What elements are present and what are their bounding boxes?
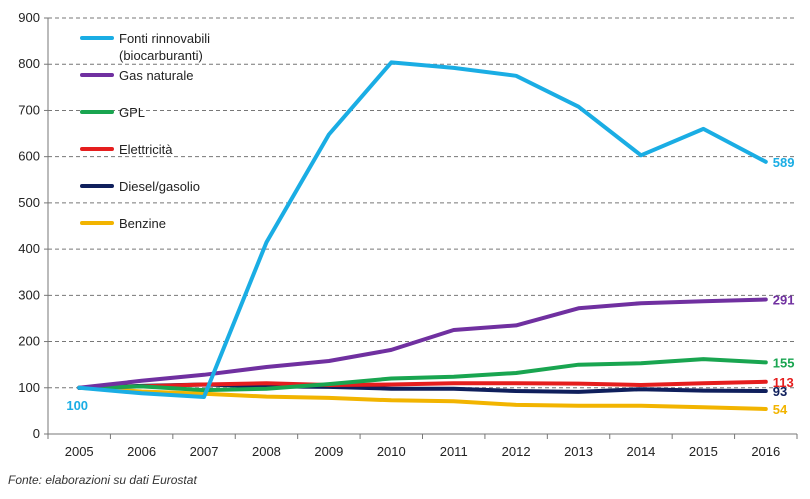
series-line bbox=[77, 379, 768, 390]
y-tick-label: 900 bbox=[18, 10, 40, 25]
y-tick-label: 800 bbox=[18, 56, 40, 71]
x-axis-ticks: 2005 2006 2007 2008 2009 2010 2011 2012 2013 2014… bbox=[47, 434, 798, 459]
x-tick-label: 2015 bbox=[689, 444, 718, 459]
y-tick-label: 400 bbox=[18, 241, 40, 256]
x-tick-label: 2008 bbox=[252, 444, 281, 459]
series-line bbox=[77, 60, 768, 399]
series-line bbox=[77, 385, 768, 411]
end-label: 589 bbox=[773, 155, 795, 170]
y-tick-label: 600 bbox=[18, 149, 40, 164]
x-tick-label: 2014 bbox=[626, 444, 655, 459]
legend-label: GPL bbox=[119, 105, 145, 120]
x-tick-label: 2005 bbox=[65, 444, 94, 459]
x-tick-label: 2011 bbox=[440, 444, 468, 459]
y-tick-label: 0 bbox=[33, 426, 40, 441]
legend: Fonti rinnovabili (biocarburanti) Gas natu… bbox=[80, 31, 210, 231]
x-tick-label: 2013 bbox=[564, 444, 593, 459]
end-label: 291 bbox=[773, 292, 795, 307]
y-axis-ticks: 0 100 200 300 400 500 600 700 800 900 bbox=[18, 10, 48, 441]
y-tick-label: 300 bbox=[18, 287, 40, 302]
legend-label: Gas naturale bbox=[119, 68, 193, 83]
legend-label: Fonti rinnovabili (biocarburanti) bbox=[119, 31, 210, 63]
end-label: 113 bbox=[773, 375, 794, 390]
y-tick-label: 200 bbox=[18, 334, 40, 349]
end-label: 93 bbox=[773, 384, 787, 399]
end-label: 155 bbox=[773, 355, 795, 370]
end-label: 54 bbox=[773, 402, 788, 417]
legend-label: Benzine bbox=[119, 216, 166, 231]
legend-label: Diesel/gasolio bbox=[119, 179, 200, 194]
y-tick-label: 100 bbox=[18, 380, 40, 395]
x-tick-label: 2012 bbox=[502, 444, 531, 459]
series-line bbox=[77, 297, 768, 390]
x-tick-label: 2010 bbox=[377, 444, 406, 459]
series-line bbox=[77, 357, 768, 393]
series-lines bbox=[77, 60, 768, 411]
x-tick-label: 2007 bbox=[190, 444, 219, 459]
x-tick-label: 2016 bbox=[751, 444, 780, 459]
y-tick-label: 500 bbox=[18, 195, 40, 210]
y-tick-label: 700 bbox=[18, 102, 40, 117]
x-tick-label: 2006 bbox=[127, 444, 156, 459]
start-label: 100 bbox=[66, 398, 88, 413]
source-note: Fonte: elaborazioni su dati Eurostat bbox=[8, 473, 197, 487]
x-tick-label: 2009 bbox=[314, 444, 343, 459]
legend-label: Elettricità bbox=[119, 142, 173, 157]
